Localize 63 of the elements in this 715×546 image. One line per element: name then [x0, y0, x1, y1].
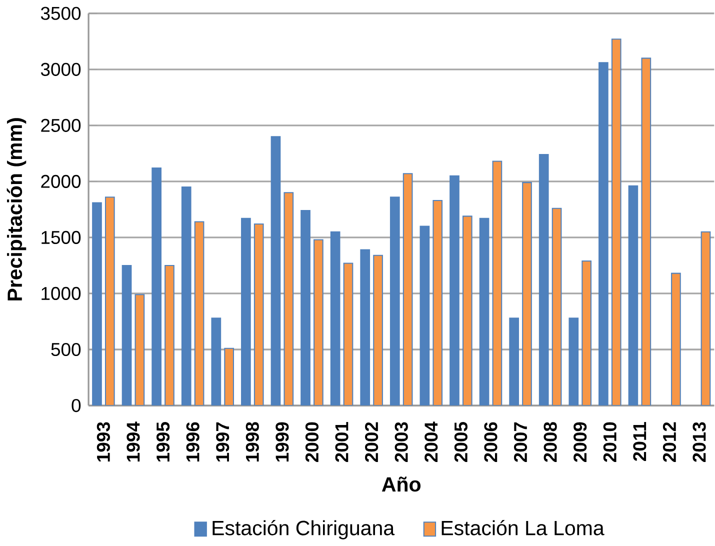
x-tick-label: 1996 [186, 422, 200, 462]
bar [164, 264, 174, 406]
bar [373, 254, 383, 406]
x-tick-label: 2006 [484, 422, 498, 462]
x-tick-label: 1993 [96, 422, 110, 462]
legend-label: Estación La Loma [442, 520, 604, 536]
bar [122, 264, 132, 406]
bar [582, 260, 592, 406]
bar [420, 226, 430, 406]
x-axis-title: Año [382, 476, 421, 492]
x-tick-label: 2004 [424, 421, 438, 462]
bar [462, 215, 472, 406]
x-tick-label: 2003 [394, 422, 408, 462]
x-tick-label: 2009 [574, 422, 587, 462]
bar [104, 196, 115, 406]
x-tick-label: 2001 [335, 422, 348, 462]
bar [611, 38, 622, 406]
x-tick-label: 1997 [216, 422, 230, 462]
bar [152, 167, 162, 406]
bar [509, 317, 519, 406]
x-tick-label: 2010 [603, 422, 616, 462]
x-tick-label: 2000 [305, 422, 319, 462]
legend-label: Estación Chiriguana [212, 520, 395, 540]
bar [300, 210, 310, 406]
bar [254, 223, 264, 406]
y-tick-label: 500 [51, 342, 81, 356]
y-tick-label: 0 [72, 398, 81, 412]
x-tick-label: 1999 [276, 422, 289, 462]
y-tick-label: 3000 [40, 62, 81, 76]
bar [522, 182, 532, 406]
bar [92, 202, 102, 406]
y-tick-label: 1500 [42, 230, 81, 244]
bar [390, 196, 400, 406]
bar [211, 317, 222, 406]
bar [598, 62, 608, 406]
bar [330, 231, 340, 406]
bar [450, 175, 460, 406]
bar [241, 218, 251, 406]
bar [628, 185, 638, 406]
bar [314, 238, 324, 406]
x-tick-label: 1998 [246, 422, 259, 462]
x-tick-label: 2002 [365, 422, 378, 462]
y-axis-title: Precipitación (mm) [6, 118, 26, 300]
y-tick-label: 2000 [41, 174, 81, 188]
x-tick-label: 2007 [514, 422, 528, 462]
bar [568, 317, 579, 406]
bar [432, 200, 443, 406]
bar [538, 154, 549, 406]
bar [671, 272, 681, 406]
bar [270, 136, 281, 406]
x-tick-label: 2011 [633, 422, 646, 461]
x-tick-label: 2013 [692, 422, 706, 462]
x-tick-label: 2005 [454, 422, 468, 462]
bar [181, 186, 192, 406]
y-tick-label: 1000 [42, 286, 81, 300]
bar [360, 249, 370, 406]
y-tick-label: 3500 [40, 6, 81, 20]
y-tick-label: 2500 [41, 118, 81, 132]
bar [479, 218, 490, 406]
x-tick-label: 1994 [126, 421, 140, 462]
x-tick-label: 2012 [662, 422, 676, 462]
x-tick-label: 2008 [544, 422, 557, 462]
x-tick-label: 1995 [156, 422, 170, 462]
